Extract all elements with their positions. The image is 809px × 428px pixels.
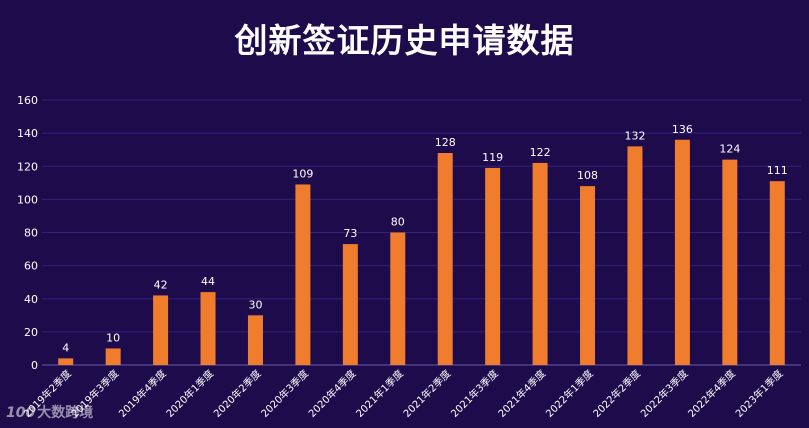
x-tick-label: 2022年4季度 (685, 367, 738, 420)
x-tick-label: 2021年4季度 (495, 367, 548, 420)
watermark-logo: 100 (6, 405, 36, 421)
bar (105, 348, 121, 365)
x-tick-label: 2021年1季度 (353, 367, 406, 420)
bar (485, 167, 501, 365)
data-label: 122 (530, 146, 551, 159)
bar (295, 184, 311, 365)
bar (580, 186, 596, 365)
data-label: 10 (106, 331, 120, 344)
data-label: 44 (201, 275, 215, 288)
y-tick-label: 80 (24, 227, 38, 240)
x-tick-label: 2022年3季度 (638, 367, 691, 420)
bar (200, 292, 216, 365)
data-label: 132 (624, 129, 645, 142)
data-label: 30 (248, 298, 262, 311)
data-label: 124 (719, 143, 740, 156)
data-label: 4 (62, 341, 69, 354)
x-tick-label: 2023年1季度 (733, 367, 786, 420)
x-tick-label: 2020年2季度 (211, 367, 264, 420)
x-tick-label: 2022年1季度 (543, 367, 596, 420)
y-tick-label: 40 (24, 293, 38, 306)
x-tick-label: 2019年4季度 (116, 367, 169, 420)
y-tick-label: 100 (17, 193, 38, 206)
y-tick-label: 0 (31, 359, 38, 372)
x-tick-label: 2020年1季度 (163, 367, 216, 420)
data-label: 119 (482, 151, 503, 164)
watermark-text: 大数跨境 (37, 405, 94, 421)
y-tick-label: 20 (24, 326, 38, 339)
data-label: 128 (435, 136, 456, 149)
bar (532, 162, 548, 365)
y-tick-label: 160 (17, 94, 38, 107)
bar (153, 295, 169, 365)
bar (58, 358, 74, 365)
watermark: 100 大数跨境 (6, 402, 93, 422)
bar (437, 153, 453, 365)
y-tick-label: 140 (17, 127, 38, 140)
bar (674, 139, 690, 365)
bar (627, 146, 643, 365)
y-tick-label: 120 (17, 160, 38, 173)
x-tick-label: 2022年2季度 (590, 367, 643, 420)
data-label: 42 (154, 278, 168, 291)
chart-title: 创新签证历史申请数据 (234, 21, 575, 60)
x-tick-label: 2020年3季度 (258, 367, 311, 420)
data-label: 108 (577, 169, 598, 182)
bar (342, 244, 358, 365)
data-label: 73 (343, 227, 357, 240)
bar (769, 181, 785, 365)
bar (247, 315, 263, 365)
bar (722, 159, 738, 365)
x-tick-label: 2020年4季度 (306, 367, 359, 420)
x-tick-label: 2021年3季度 (448, 367, 501, 420)
data-label: 111 (767, 164, 788, 177)
bar (390, 232, 406, 365)
y-tick-label: 60 (24, 260, 38, 273)
data-label: 80 (391, 216, 405, 229)
x-tick-label: 2021年2季度 (400, 367, 453, 420)
data-label: 109 (292, 167, 313, 180)
data-label: 136 (672, 123, 693, 136)
